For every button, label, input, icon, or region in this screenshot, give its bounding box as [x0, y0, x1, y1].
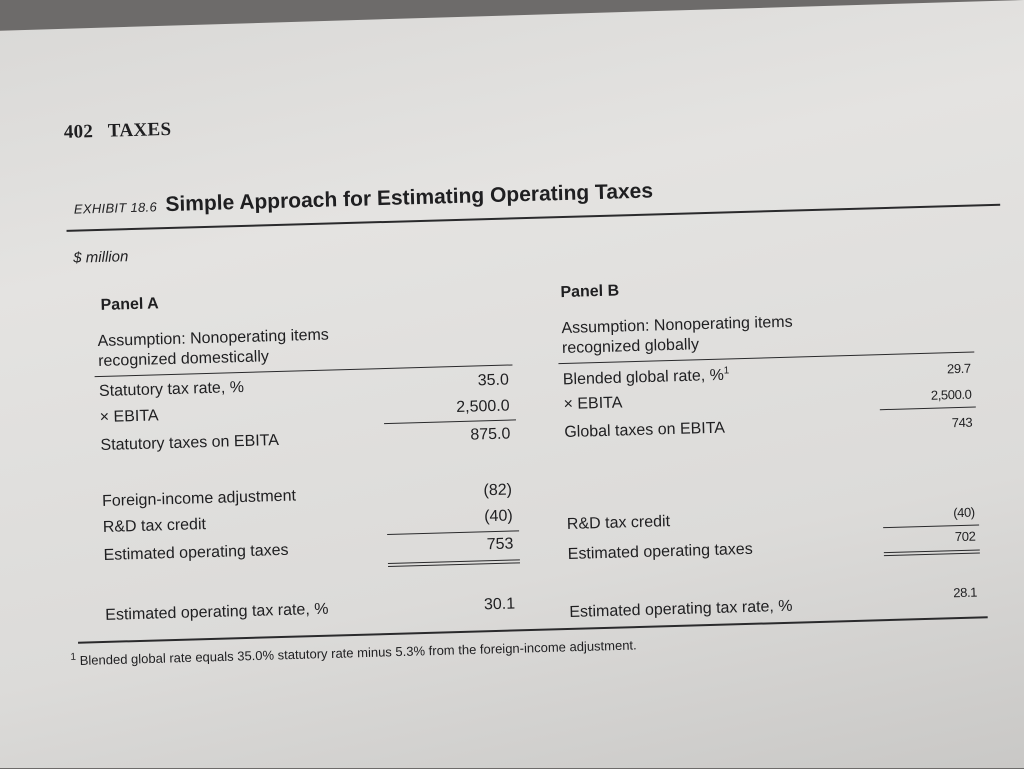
panel-a-row-value: 30.1	[483, 595, 516, 614]
panel-b-assumption-line2: recognized globally	[561, 336, 700, 358]
panel-a-row-label: Foreign-income adjustment	[101, 487, 297, 510]
panel-a-row-label: Estimated operating tax rate, %	[105, 600, 329, 624]
panel-b-row-label: R&D tax credit	[566, 513, 671, 533]
section-title: TAXES	[107, 118, 172, 142]
panel-b-row-label: Estimated operating tax rate, %	[569, 597, 793, 621]
panel-b-row-label: Estimated operating taxes	[567, 540, 753, 563]
panel-b-row-value: 28.1	[953, 584, 978, 601]
panel-a-row-value: 35.0	[477, 371, 510, 390]
panel-b-row-value: 2,500.0	[930, 386, 972, 403]
panel-a-row-value: 753	[486, 535, 514, 554]
panel-a-row-value: (40)	[483, 507, 513, 526]
panel-a-row-label: Statutory tax rate, %	[98, 378, 245, 401]
panel-b-row-value: (40)	[953, 504, 975, 521]
panel-b-row-value: 702	[954, 528, 976, 545]
panel-b-assumption-line1: Assumption: Nonoperating items	[561, 313, 793, 338]
panel-b-row-label: Blended global rate, %1	[563, 365, 730, 389]
panel-a-assumption-line1: Assumption: Nonoperating items	[97, 326, 330, 351]
panel-b-double-rule-bottom	[883, 552, 980, 557]
exhibit-title: Simple Approach for Estimating Operating…	[165, 179, 654, 217]
panel-a-row-value: 2,500.0	[455, 397, 510, 417]
panel-a-row-label: × EBITA	[99, 407, 159, 426]
panel-b-total-rule	[883, 524, 980, 529]
panel-a-row-label: Statutory taxes on EBITA	[100, 432, 280, 454]
running-head: 402 TAXES	[63, 119, 171, 144]
panel-a-title: Panel A	[100, 295, 159, 314]
unit-label: $ million	[73, 248, 129, 267]
footnote-marker: 1	[70, 651, 77, 663]
exhibit-heading: EXHIBIT 18.6 Simple Approach for Estimat…	[74, 179, 654, 219]
footnote-text: Blended global rate equals 35.0% statuto…	[79, 637, 637, 668]
panel-a-total-rule	[387, 530, 520, 536]
panel-a-row-value: 875.0	[470, 425, 511, 444]
panel-a-assumption-line2: recognized domestically	[97, 348, 270, 371]
panel-b-row-value: 29.7	[946, 360, 971, 377]
panel-a-row-label: Estimated operating taxes	[103, 541, 289, 564]
exhibit-label: EXHIBIT 18.6	[73, 199, 158, 217]
panel-b-subtotal-rule	[879, 406, 976, 411]
panel-a-row-label: R&D tax credit	[102, 516, 207, 536]
panel-a-row-value: (82)	[483, 481, 513, 500]
panel-b-title: Panel B	[560, 282, 620, 302]
page-number: 402	[63, 121, 94, 143]
panel-b-row-value: 743	[951, 414, 973, 431]
panel-b-row-label: × EBITA	[563, 394, 623, 414]
panel-b-row-label-text: Blended global rate, %	[562, 366, 725, 389]
panel-b-row-label: Global taxes on EBITA	[564, 419, 726, 442]
footnote-marker: 1	[723, 365, 730, 377]
panel-a-subtotal-rule	[384, 419, 517, 425]
